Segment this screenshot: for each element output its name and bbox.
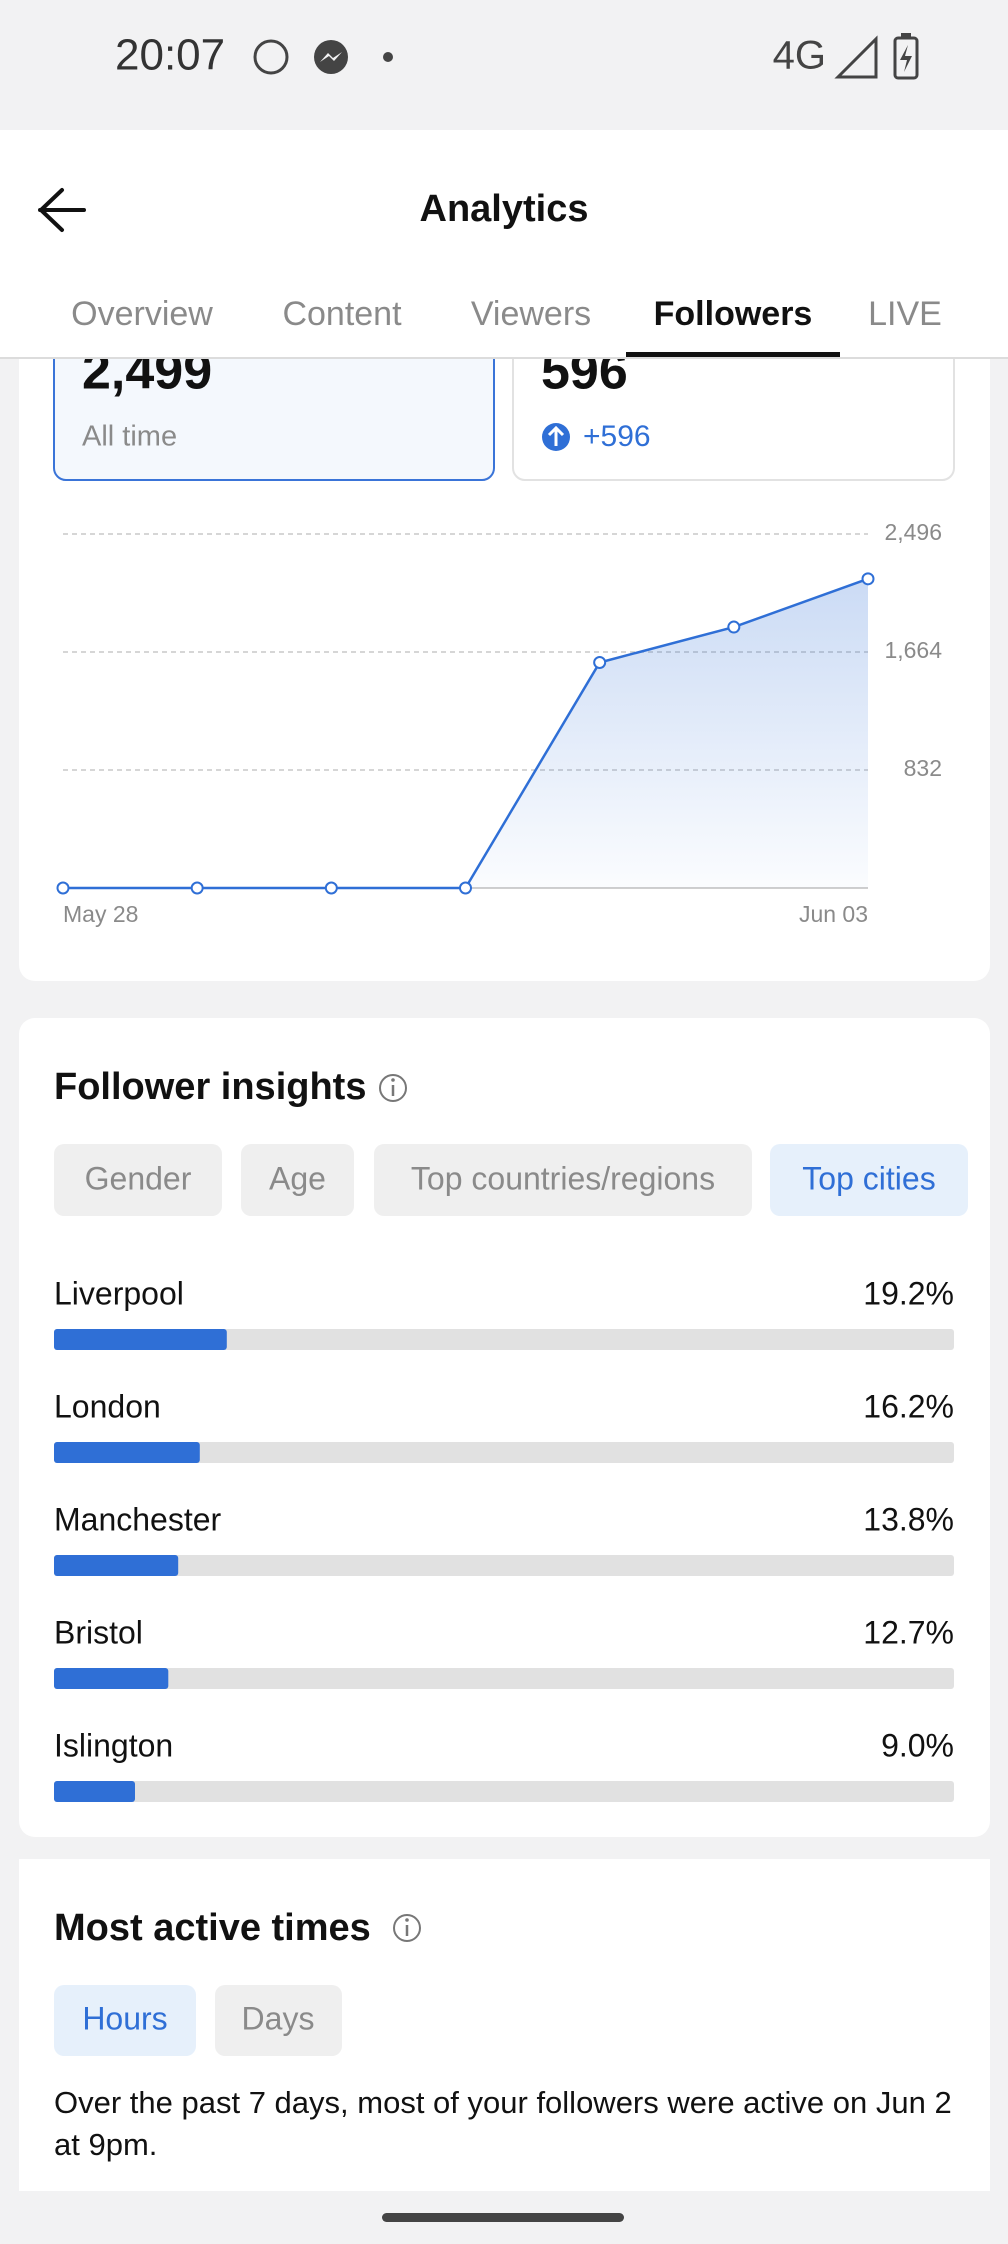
filter-chip-label[interactable]: Top cities [802,1160,935,1196]
notification-icons [253,39,393,75]
filter-chip[interactable] [215,1985,342,2056]
value-label: 16.2% [863,1388,954,1424]
card-change: +596 [583,420,651,453]
status-time: 20:07 [115,31,225,80]
filter-chip-label[interactable]: Gender [85,1160,192,1196]
home-indicator [382,2213,624,2222]
info-icon[interactable] [379,1074,407,1102]
bar [54,1668,169,1689]
city-label: Islington [54,1727,173,1763]
section-title: Follower insights [54,1066,366,1108]
value-label: 12.7% [863,1614,954,1650]
value-label: 19.2% [863,1275,954,1311]
x-tick-label: May 28 [63,901,138,927]
value-label: 13.8% [863,1501,954,1537]
area [63,578,868,888]
point [56,881,70,895]
page-title: Analytics [420,188,589,230]
battery-tip [901,33,911,38]
up-arrow [547,425,565,446]
point [593,655,607,669]
bar [54,1555,179,1576]
filter-chip[interactable] [374,1144,752,1216]
city-label: Bristol [54,1614,143,1650]
tab[interactable]: LIVE [868,295,942,333]
point [727,620,741,634]
filter-chip-selected[interactable] [54,1985,196,2056]
back-button[interactable] [38,188,86,232]
section-title: Most active times [54,1907,371,1949]
point [459,881,472,895]
point [324,881,338,895]
city-label: London [54,1388,161,1424]
status-network: 4G [773,34,826,78]
y-tick-label: 832 [904,755,942,781]
filter-chip-label[interactable]: Hours [82,2000,167,2036]
y-tick-label: 2,496 [884,519,942,545]
tab[interactable]: Followers [654,295,813,333]
filter-chip[interactable] [54,1144,222,1216]
filter-chip-selected[interactable] [770,1144,968,1216]
tab-indicator [626,352,840,357]
tab[interactable]: Viewers [471,295,591,333]
point [861,572,875,586]
y-tick-label: 1,664 [884,637,942,663]
tab[interactable]: Overview [71,295,213,333]
bar [54,1781,135,1802]
active-times-card-top [19,1859,990,1889]
info-icon[interactable] [393,1914,421,1942]
city-label: Manchester [54,1501,222,1537]
header [0,130,1008,358]
bar-track [54,1555,954,1576]
signal-icon [834,35,878,79]
value-label: 9.0% [881,1727,954,1763]
filter-chip-label[interactable]: Top countries/regions [411,1160,715,1196]
insights-card [19,1018,990,1837]
bar-track [54,1781,954,1802]
point [190,881,204,895]
charging-icon [900,45,912,72]
filter-chip-label[interactable]: Days [242,2000,315,2036]
x-tick-label: Jun 03 [799,901,868,927]
bar [54,1329,227,1350]
filter-chip-label[interactable]: Age [269,1160,326,1196]
tab[interactable]: Content [282,295,402,333]
city-label: Liverpool [54,1275,184,1311]
bar [54,1442,200,1463]
bar-track [54,1329,954,1350]
bar-track [54,1442,954,1463]
bar-track [54,1668,954,1689]
active-times-text: Over the past 7 days, most of your follo… [54,2085,952,2162]
card-label: All time [82,421,177,453]
filter-chip[interactable] [241,1144,354,1216]
